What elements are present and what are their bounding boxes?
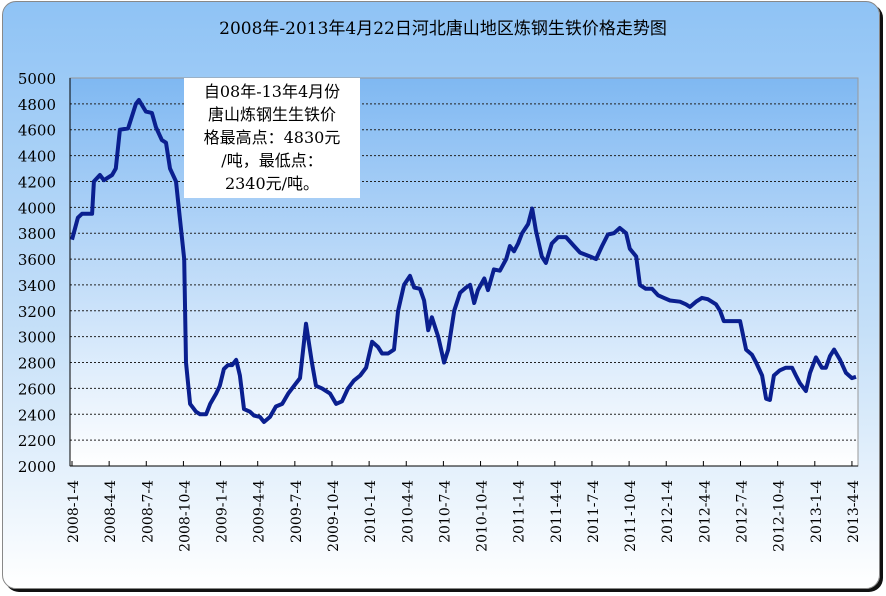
annotation-line: 格最高点：4830元 <box>203 128 341 147</box>
y-tick-label: 4000 <box>18 199 56 217</box>
y-tick-label: 2600 <box>18 380 56 398</box>
x-tick-label: 2012-10-4 <box>772 480 788 552</box>
x-tick-label: 2009-10-4 <box>326 480 342 552</box>
x-tick-label: 2012-7-4 <box>735 480 751 543</box>
y-tick-label: 3200 <box>18 303 56 321</box>
y-tick-label: 3600 <box>18 251 56 269</box>
x-tick-label: 2009-1-4 <box>215 480 231 543</box>
x-tick-label: 2008-7-4 <box>140 480 156 543</box>
annotation-box: 自08年-13年4月份 唐山炼钢生生铁价 格最高点：4830元 /吨，最低点： … <box>184 78 360 198</box>
y-tick-label: 3800 <box>18 225 56 243</box>
x-tick-label: 2009-4-4 <box>252 480 268 543</box>
x-tick-label: 2011-10-4 <box>623 480 639 552</box>
x-tick-label: 2008-10-4 <box>177 480 193 552</box>
x-tick-label: 2008-1-4 <box>66 480 82 543</box>
y-tick-label: 2000 <box>18 458 56 476</box>
y-tick-label: 2200 <box>18 432 56 450</box>
x-tick-label: 2010-4-4 <box>400 480 416 543</box>
annotation-line: 唐山炼钢生生铁价 <box>207 105 336 124</box>
x-tick-label: 2012-1-4 <box>660 480 676 543</box>
x-tick-label: 2010-1-4 <box>363 480 379 543</box>
annotation-line: 自08年-13年4月份 <box>203 82 341 101</box>
x-tick-label: 2011-7-4 <box>586 480 602 543</box>
x-tick-label: 2012-4-4 <box>697 480 713 543</box>
x-tick-label: 2011-4-4 <box>549 480 565 543</box>
y-tick-label: 4600 <box>18 122 56 140</box>
y-tick-label: 4800 <box>18 96 56 114</box>
annotation-line: 2340元/吨。 <box>224 174 320 193</box>
x-tick-label: 2010-10-4 <box>475 480 491 552</box>
x-tick-label: 2008-4-4 <box>103 480 119 543</box>
y-tick-label: 3400 <box>18 277 56 295</box>
chart-title: 2008年-2013年4月22日河北唐山地区炼钢生铁价格走势图 <box>219 19 667 39</box>
x-tick-label: 2009-7-4 <box>289 480 305 543</box>
x-tick-label: 2013-4-4 <box>846 480 862 543</box>
y-tick-label: 4200 <box>18 173 56 191</box>
price-line <box>70 98 857 424</box>
y-tick-label: 5000 <box>18 70 56 88</box>
x-tick-label: 2013-1-4 <box>809 480 825 543</box>
y-tick-label: 2800 <box>18 355 56 373</box>
y-tick-label: 3000 <box>18 329 56 347</box>
x-tick-label: 2011-1-4 <box>512 480 528 543</box>
annotation-line: /吨，最低点： <box>221 151 323 170</box>
y-tick-label: 4400 <box>18 148 56 166</box>
x-tick-label: 2010-7-4 <box>437 480 453 543</box>
y-tick-label: 2400 <box>18 406 56 424</box>
